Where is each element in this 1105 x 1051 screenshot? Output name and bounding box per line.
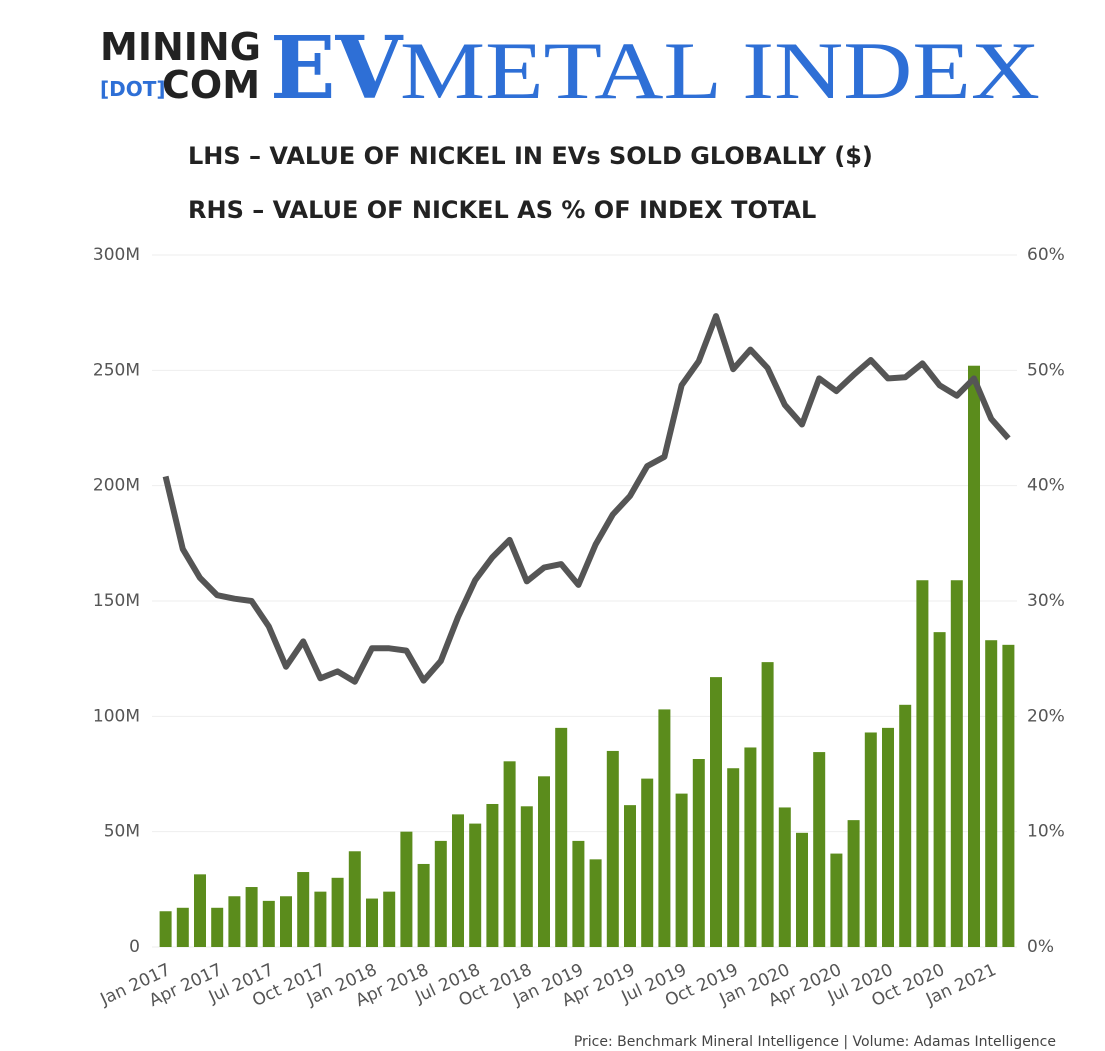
bar xyxy=(692,759,705,947)
bar xyxy=(280,896,292,947)
bar xyxy=(262,900,275,947)
bar xyxy=(400,831,413,947)
bar xyxy=(383,891,396,947)
bar xyxy=(847,820,860,947)
bar xyxy=(950,580,963,947)
logo-dot: [DOT] xyxy=(100,77,166,101)
bar xyxy=(968,365,980,948)
bar xyxy=(761,662,774,947)
bar xyxy=(624,805,636,947)
bar xyxy=(314,891,327,947)
y2-tick-label: 10% xyxy=(1027,822,1065,842)
y2-tick-label: 0% xyxy=(1027,937,1054,957)
bar xyxy=(452,814,464,947)
bar xyxy=(589,859,602,947)
logo-top: MINING xyxy=(100,25,261,69)
y2-tick-label: 20% xyxy=(1027,706,1065,726)
bar xyxy=(538,776,550,947)
chart-title: LHS – VALUE OF NICKEL IN EVs SOLD GLOBAL… xyxy=(188,142,873,170)
y2-tick-label: 60% xyxy=(1027,245,1065,265)
y-tick-label: 50M xyxy=(104,822,140,842)
bar xyxy=(348,851,361,947)
y-tick-label: 200M xyxy=(93,476,140,496)
bar xyxy=(864,732,877,947)
bar xyxy=(245,887,258,947)
bar xyxy=(159,911,172,947)
bar xyxy=(417,863,430,947)
line xyxy=(162,313,1011,685)
bar xyxy=(228,896,241,947)
bar xyxy=(778,807,791,947)
y-tick-label: 300M xyxy=(93,245,140,265)
bar xyxy=(641,778,654,947)
bar xyxy=(882,727,894,947)
bar xyxy=(572,840,585,947)
bar xyxy=(675,793,688,947)
bar xyxy=(658,709,671,947)
bar xyxy=(297,872,310,947)
bar xyxy=(520,806,533,947)
bar xyxy=(331,877,344,947)
bar xyxy=(796,832,808,947)
bar xyxy=(933,632,946,947)
bar xyxy=(555,727,568,947)
source: Price: Benchmark Mineral Intelligence | … xyxy=(574,1034,1056,1050)
bar xyxy=(830,853,843,947)
y2-tick-label: 30% xyxy=(1027,591,1065,611)
logo-brand: EV xyxy=(270,18,404,119)
y2-tick-label: 40% xyxy=(1027,476,1065,496)
bar xyxy=(1002,644,1015,947)
bar xyxy=(710,677,722,947)
bar xyxy=(366,898,378,947)
bar xyxy=(916,580,929,947)
y-tick-label: 100M xyxy=(93,706,140,726)
bar xyxy=(503,761,516,947)
logo-name: METAL INDEX xyxy=(400,25,1040,116)
bar xyxy=(486,803,499,947)
bar xyxy=(469,823,482,947)
bar xyxy=(194,874,206,947)
bar xyxy=(606,750,619,947)
bar xyxy=(744,747,757,947)
bar xyxy=(176,907,189,947)
bar xyxy=(899,704,912,947)
bar xyxy=(813,752,826,947)
bar xyxy=(985,640,998,947)
bar xyxy=(434,840,447,947)
chart-title: RHS – VALUE OF NICKEL AS % OF INDEX TOTA… xyxy=(188,196,816,224)
y2-tick-label: 50% xyxy=(1027,360,1065,380)
bar xyxy=(211,907,224,947)
y-tick-label: 0 xyxy=(129,937,140,957)
y-tick-label: 150M xyxy=(93,591,140,611)
bar xyxy=(727,768,740,947)
logo-bottom: COM xyxy=(162,63,260,107)
y-tick-label: 250M xyxy=(93,360,140,380)
